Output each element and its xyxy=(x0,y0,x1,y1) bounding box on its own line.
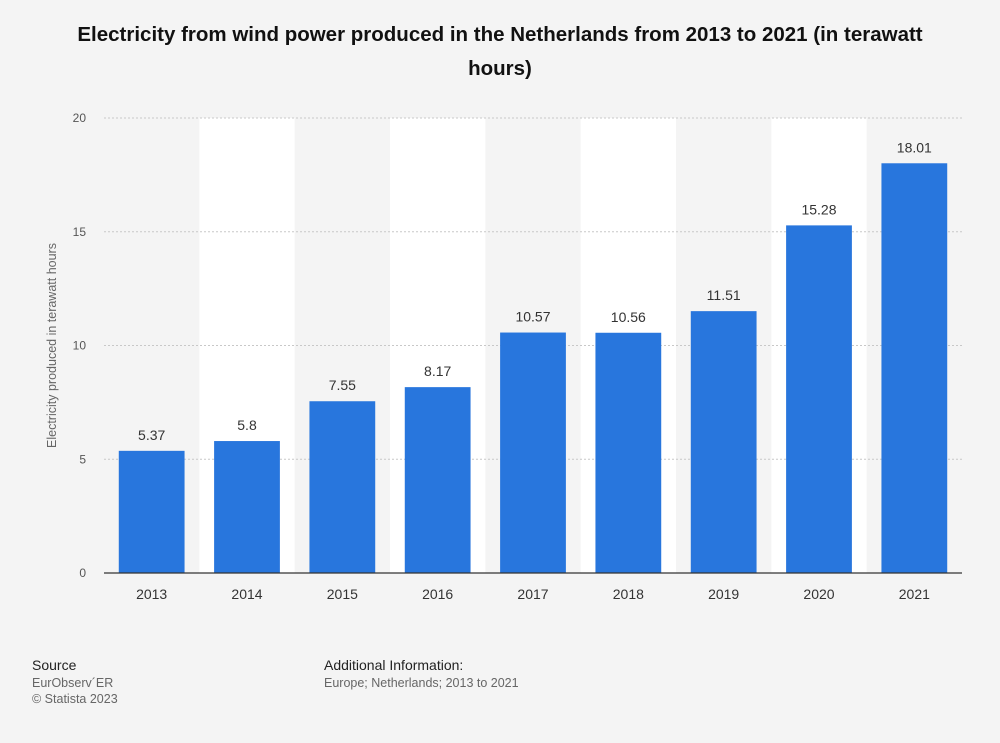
data-label: 5.8 xyxy=(237,417,257,433)
source-name: EurObserv´ER xyxy=(32,676,114,690)
additional-info-text: Europe; Netherlands; 2013 to 2021 xyxy=(324,676,519,690)
x-axis-ticks: 2013 2014 2015 2016 2017 2018 2019 2020 2021 xyxy=(136,586,930,602)
data-label: 11.51 xyxy=(707,287,741,303)
source-heading: Source xyxy=(32,657,77,673)
bars xyxy=(118,163,948,573)
additional-info-block: Additional Information: Europe; Netherla… xyxy=(324,657,519,691)
bar xyxy=(881,163,948,573)
y-axis-label: Electricity produced in terawatt hours xyxy=(45,243,59,448)
data-label: 8.17 xyxy=(424,363,451,379)
data-labels: 5.37 5.8 7.55 8.17 10.57 10.56 11.51 15.28 18.01 xyxy=(138,139,932,443)
bar xyxy=(309,401,376,573)
bar xyxy=(214,441,280,573)
bar xyxy=(404,387,471,573)
x-tick-label: 2021 xyxy=(899,586,930,602)
source-block: Source EurObserv´ER © Statista 2023 xyxy=(32,657,118,707)
data-label: 7.55 xyxy=(329,377,356,393)
copyright: © Statista 2023 xyxy=(32,692,118,706)
additional-info-heading: Additional Information: xyxy=(324,657,464,673)
data-label: 5.37 xyxy=(138,427,165,443)
y-axis-ticks: 0 5 10 15 20 xyxy=(73,111,87,580)
x-tick-label: 2015 xyxy=(327,586,358,602)
data-label: 10.56 xyxy=(611,309,646,325)
bar xyxy=(690,311,757,573)
x-tick-label: 2013 xyxy=(136,586,167,602)
bar xyxy=(595,332,662,573)
data-label: 18.01 xyxy=(897,139,932,155)
x-tick-label: 2018 xyxy=(613,586,644,602)
x-tick-label: 2014 xyxy=(231,586,262,602)
x-tick-label: 2016 xyxy=(422,586,453,602)
x-tick-label: 2017 xyxy=(517,586,548,602)
x-tick-label: 2020 xyxy=(803,586,834,602)
y-tick-label: 0 xyxy=(79,566,86,580)
bar xyxy=(118,450,185,573)
bar xyxy=(786,225,852,573)
data-label: 10.57 xyxy=(515,309,550,325)
chart-title: Electricity from wind power produced in … xyxy=(77,23,923,80)
y-tick-label: 10 xyxy=(73,339,87,353)
y-tick-label: 15 xyxy=(73,225,87,239)
data-label: 15.28 xyxy=(801,201,836,217)
x-tick-label: 2019 xyxy=(708,586,739,602)
y-tick-label: 20 xyxy=(73,111,87,125)
y-tick-label: 5 xyxy=(79,452,86,466)
bar xyxy=(500,332,566,573)
